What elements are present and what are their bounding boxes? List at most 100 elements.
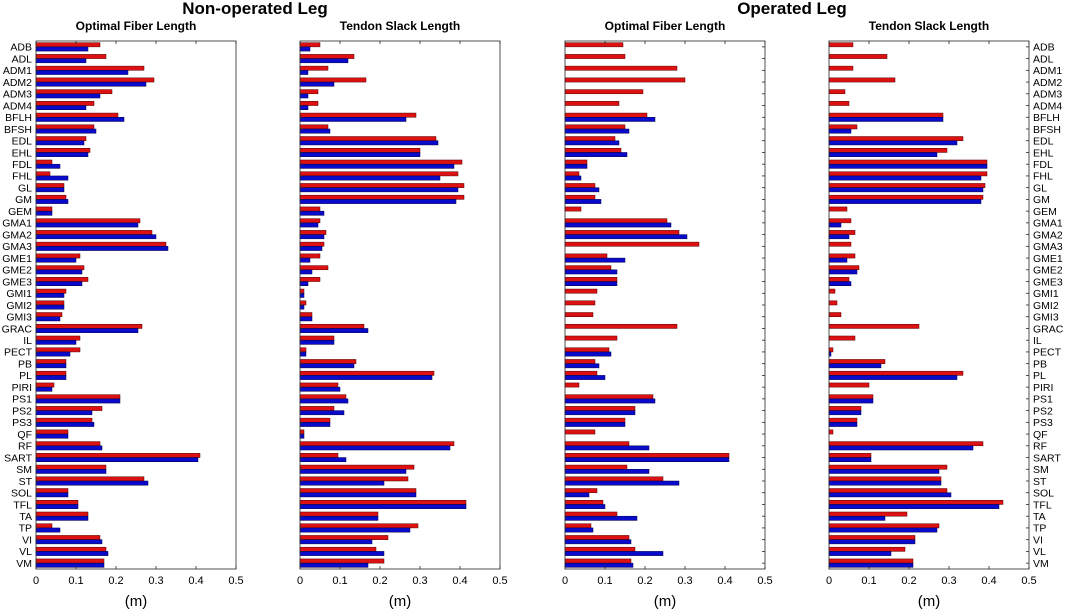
bar-blue-gmi1	[299, 293, 305, 298]
bar-red-fhl	[564, 171, 580, 177]
x-tick-label: 0.4	[981, 575, 996, 587]
bar-blue-tfl	[564, 504, 606, 509]
category-label-gl: GL	[18, 182, 32, 194]
bar-red-fdl	[35, 159, 53, 165]
bar-blue-adm4	[35, 105, 87, 111]
bar-blue-gm	[35, 199, 69, 204]
category-label-ehl: EHL	[12, 147, 33, 159]
bar-red-pb	[828, 359, 886, 364]
category-label-gma2: GMA2	[1033, 229, 1063, 241]
bar-red-piri	[299, 382, 339, 388]
category-label-st: ST	[19, 476, 33, 488]
category-label-gem: GEM	[8, 206, 32, 218]
category-label-st: ST	[1033, 476, 1047, 488]
bar-blue-ps3	[299, 422, 331, 427]
bar-blue-gme2	[35, 269, 83, 275]
bar-red-gma1	[299, 218, 321, 224]
bar-blue-vl	[828, 551, 892, 556]
bar-blue-edl	[35, 140, 85, 146]
bar-blue-gl	[828, 187, 984, 193]
bar-blue-pb	[564, 363, 600, 369]
bar-red-sol	[299, 488, 417, 493]
category-label-ta: TA	[1033, 511, 1046, 523]
bar-red-gem	[35, 206, 53, 212]
bar-blue-gme1	[35, 257, 77, 263]
bar-blue-tfl	[35, 504, 79, 509]
category-label-grac: GRAC	[1033, 323, 1064, 335]
bar-red-sol	[35, 488, 69, 493]
bar-red-gmi1	[299, 288, 305, 294]
bar-red-bflh	[564, 112, 648, 118]
bar-red-sm	[299, 464, 415, 470]
bar-blue-grac	[35, 328, 139, 333]
bar-blue-qf	[299, 433, 305, 439]
category-label-ps1: PS1	[12, 394, 32, 406]
bar-red-ps3	[35, 417, 93, 423]
bar-blue-ps1	[564, 398, 656, 404]
bar-red-gma3	[828, 241, 852, 247]
bar-red-pl	[828, 370, 964, 376]
category-label-adm3: ADM3	[3, 89, 32, 101]
bar-blue-pb	[35, 363, 67, 369]
x-tick-label: 0.2	[901, 575, 916, 587]
bar-blue-sm	[564, 469, 650, 474]
bar-blue-vi	[299, 539, 373, 545]
bar-red-ps1	[564, 394, 654, 400]
bar-red-vm	[35, 558, 105, 564]
bar-blue-ehl	[564, 152, 628, 157]
category-label-adm1: ADM1	[1033, 65, 1062, 77]
bar-red-tfl	[564, 499, 604, 505]
x-tick-label: 0.3	[148, 575, 163, 587]
bar-blue-rf	[564, 445, 650, 451]
bar-blue-gma2	[564, 234, 688, 240]
bar-red-vm	[828, 558, 914, 564]
bar-red-ehl	[828, 147, 948, 153]
bar-blue-pl	[299, 375, 433, 380]
category-label-rf: RF	[18, 441, 32, 453]
bar-red-tp	[564, 523, 592, 529]
bar-red-gme2	[828, 265, 860, 271]
category-label-pl: PL	[19, 370, 32, 382]
bar-blue-fhl	[828, 175, 982, 181]
category-label-tp: TP	[1033, 523, 1046, 535]
x-axis-label: (m)	[389, 593, 412, 610]
bar-red-adm3	[299, 89, 319, 95]
bar-red-gmi1	[828, 288, 836, 294]
category-label-ps2: PS2	[12, 405, 32, 417]
bar-blue-gma1	[299, 222, 319, 228]
bar-blue-gme3	[35, 281, 83, 287]
bar-red-edl	[564, 136, 616, 141]
bar-blue-tp	[299, 527, 411, 533]
bar-blue-vl	[564, 551, 664, 556]
bar-red-ehl	[564, 147, 622, 153]
bar-red-ta	[828, 511, 908, 517]
bar-blue-ta	[299, 515, 379, 521]
bar-red-gmi2	[299, 300, 307, 306]
bar-red-gme1	[35, 253, 81, 259]
bar-red-adl	[828, 54, 888, 59]
bar-red-piri	[828, 382, 870, 388]
bar-red-ps2	[35, 406, 103, 411]
category-label-ps1: PS1	[1033, 394, 1053, 406]
bar-red-adm4	[35, 101, 95, 106]
x-tick-label: 0.4	[717, 575, 732, 587]
x-tick-label: 0.4	[188, 575, 203, 587]
bar-blue-edl	[828, 140, 958, 146]
bar-blue-bfsh	[828, 128, 852, 134]
bar-red-ehl	[299, 147, 421, 153]
bar-red-adm1	[299, 65, 329, 71]
bar-blue-vm	[299, 562, 369, 568]
bar-blue-vi	[564, 539, 632, 545]
bar-red-pect	[35, 347, 81, 353]
bar-red-gme3	[299, 277, 321, 282]
category-label-sol: SOL	[1033, 488, 1054, 500]
category-label-adm4: ADM4	[3, 100, 32, 112]
category-label-vl: VL	[19, 546, 32, 558]
bar-red-gl	[828, 183, 986, 188]
bar-blue-gm	[564, 199, 602, 204]
bar-blue-tp	[35, 527, 61, 533]
category-label-ta: TA	[19, 511, 32, 523]
bar-blue-ps3	[564, 422, 626, 427]
x-tick-label: 0.1	[68, 575, 83, 587]
